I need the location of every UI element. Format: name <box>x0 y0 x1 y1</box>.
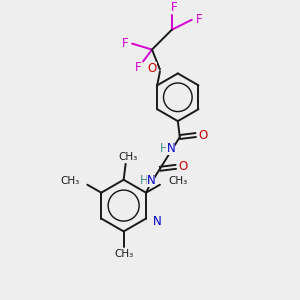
Text: N: N <box>167 142 175 155</box>
Text: N: N <box>153 215 162 228</box>
Text: CH₃: CH₃ <box>114 249 133 259</box>
Text: O: O <box>147 62 157 75</box>
Text: F: F <box>195 13 202 26</box>
Text: CH₃: CH₃ <box>168 176 187 186</box>
Text: F: F <box>122 37 128 50</box>
Text: CH₃: CH₃ <box>118 152 137 162</box>
Text: CH₃: CH₃ <box>60 176 80 186</box>
Text: H: H <box>140 174 148 187</box>
Text: O: O <box>178 160 188 173</box>
Text: F: F <box>135 61 141 74</box>
Text: F: F <box>170 1 177 14</box>
Text: N: N <box>147 174 155 187</box>
Text: O: O <box>198 128 207 142</box>
Text: H: H <box>160 142 168 155</box>
